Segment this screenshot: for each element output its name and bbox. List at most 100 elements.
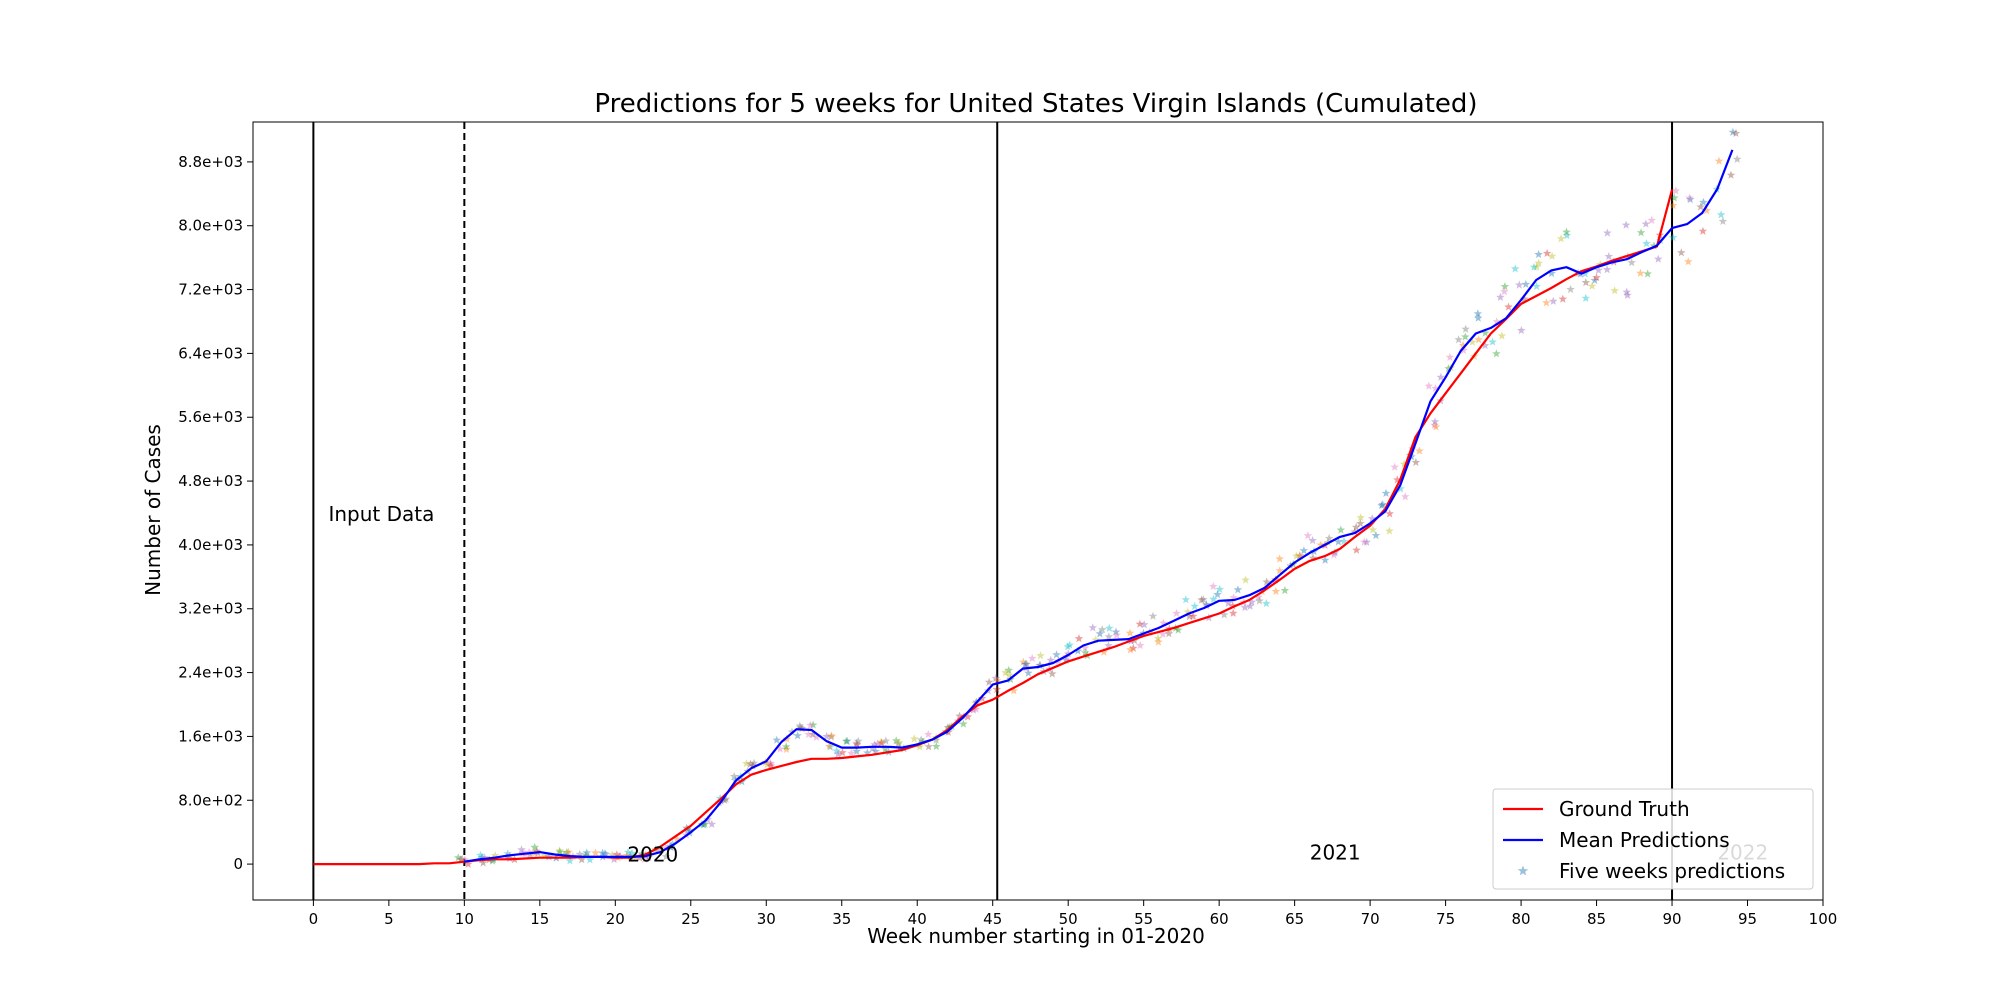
prediction-star — [1587, 281, 1597, 290]
prediction-star — [1668, 233, 1678, 242]
prediction-star — [1684, 257, 1693, 266]
prediction-star — [463, 859, 473, 868]
prediction-star — [1202, 600, 1211, 609]
prediction-star — [748, 761, 758, 770]
prediction-star — [871, 746, 880, 756]
prediction-star — [1262, 577, 1271, 586]
prediction-star — [1623, 290, 1632, 299]
prediction-star — [1459, 345, 1468, 355]
prediction-star — [1714, 156, 1724, 165]
prediction-star — [1292, 551, 1301, 560]
prediction-star — [1336, 525, 1346, 534]
prediction-star — [525, 850, 535, 859]
prediction-star — [1424, 381, 1434, 390]
prediction-star — [1020, 659, 1030, 668]
y-tick-label: 4.0e+03 — [178, 536, 243, 554]
prediction-star — [1504, 302, 1513, 311]
prediction-star — [892, 736, 901, 745]
prediction-star — [1174, 625, 1183, 634]
prediction-star — [1385, 526, 1394, 535]
prediction-star — [1474, 335, 1483, 344]
prediction-star — [1280, 586, 1290, 595]
x-tick-label: 0 — [309, 910, 319, 928]
prediction-star — [1377, 501, 1386, 510]
prediction-star — [456, 855, 466, 864]
prediction-star — [763, 760, 772, 769]
prediction-star — [1534, 258, 1543, 267]
prediction-star — [781, 742, 791, 751]
prediction-star — [1159, 618, 1168, 627]
prediction-star — [623, 847, 633, 856]
x-tick-label: 5 — [384, 910, 394, 928]
prediction-star — [795, 723, 805, 732]
prediction-star — [582, 848, 591, 857]
prediction-star — [1209, 594, 1218, 603]
x-tick-label: 10 — [455, 910, 474, 928]
prediction-star — [1135, 641, 1145, 650]
prediction-star — [700, 819, 710, 828]
prediction-star — [893, 739, 903, 748]
prediction-star — [742, 759, 751, 768]
prediction-star — [1095, 629, 1105, 638]
x-tick-label: 45 — [983, 910, 1002, 928]
prediction-star — [1324, 533, 1334, 543]
prediction-star — [1254, 592, 1263, 601]
prediction-star — [1061, 655, 1071, 664]
prediction-star — [1063, 642, 1072, 651]
prediction-star — [1371, 531, 1381, 540]
prediction-star — [1028, 653, 1037, 663]
prediction-star — [1024, 668, 1033, 677]
prediction-star — [847, 748, 856, 757]
prediction-star — [637, 849, 647, 858]
x-tick-label: 20 — [606, 910, 625, 928]
prediction-star — [918, 737, 928, 746]
y-tick-label: 3.2e+03 — [178, 600, 243, 618]
prediction-star — [1497, 331, 1507, 340]
prediction-star — [833, 749, 843, 758]
prediction-star — [1245, 601, 1255, 610]
prediction-star — [1390, 462, 1399, 471]
x-axis-title: Week number starting in 01-2020 — [867, 924, 1205, 948]
mean-predictions-line — [464, 149, 1734, 863]
prediction-star — [1517, 326, 1526, 335]
prediction-star — [876, 737, 886, 746]
prediction-star — [540, 851, 549, 860]
prediction-star — [1649, 241, 1659, 250]
prediction-star — [600, 849, 610, 858]
prediction-star — [505, 854, 515, 863]
prediction-star — [1356, 519, 1365, 528]
prediction-star — [1091, 635, 1100, 644]
prediction-star — [932, 741, 941, 751]
prediction-star — [544, 852, 554, 861]
prediction-star — [804, 730, 813, 739]
prediction-star — [1461, 324, 1470, 333]
prediction-star — [1696, 202, 1705, 211]
x-tick-label: 15 — [530, 910, 549, 928]
prediction-star — [1562, 227, 1571, 236]
legend-star-swatch — [1517, 865, 1529, 876]
prediction-star — [881, 736, 891, 745]
prediction-star — [775, 744, 785, 753]
prediction-star — [1190, 601, 1199, 610]
annotation-label: 2020 — [627, 843, 678, 867]
prediction-star — [852, 746, 861, 756]
x-tick-label: 60 — [1210, 910, 1229, 928]
prediction-star — [454, 853, 463, 862]
prediction-star — [1642, 239, 1651, 248]
prediction-star — [1158, 629, 1168, 638]
prediction-star — [1224, 598, 1233, 607]
prediction-star — [924, 742, 933, 751]
prediction-star — [1255, 596, 1264, 605]
prediction-star — [1185, 611, 1194, 621]
prediction-star — [1228, 601, 1237, 610]
prediction-star — [841, 736, 851, 745]
prediction-star — [924, 730, 933, 739]
prediction-star — [1139, 620, 1149, 629]
prediction-star — [488, 856, 497, 865]
prediction-star — [1562, 231, 1572, 240]
prediction-star — [1480, 341, 1490, 350]
prediction-star — [1627, 258, 1636, 267]
prediction-star — [555, 846, 564, 855]
prediction-star — [657, 845, 667, 854]
prediction-star — [1732, 154, 1742, 163]
